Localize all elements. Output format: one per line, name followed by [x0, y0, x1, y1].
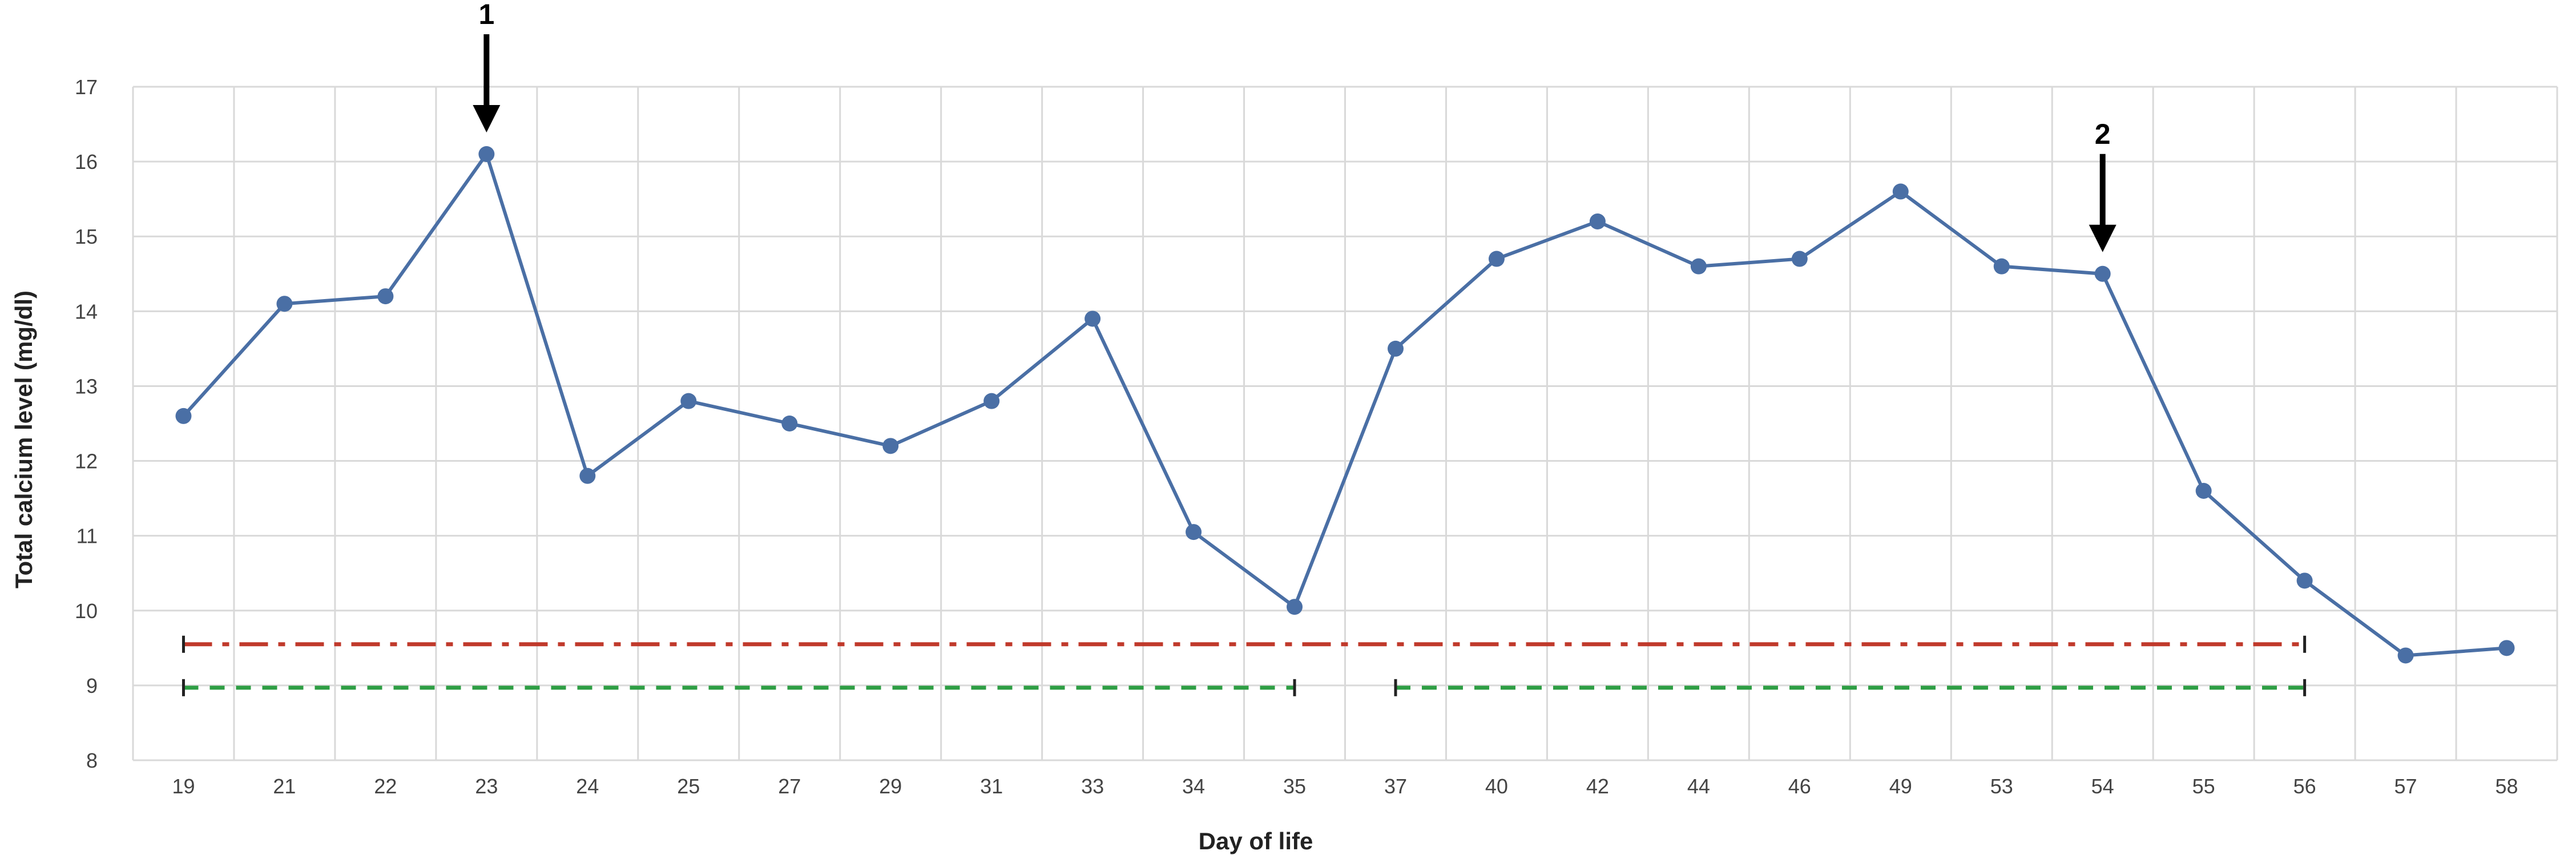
- data-point-25: [680, 393, 697, 409]
- data-point-27: [781, 416, 798, 431]
- x-tick-label-12: 37: [1384, 775, 1407, 798]
- annotations: 12: [473, 0, 2117, 252]
- x-tick-label-13: 40: [1485, 775, 1508, 798]
- data-point-44: [1690, 258, 1707, 275]
- x-tick-label-14: 42: [1586, 775, 1609, 798]
- x-tick-label-2: 22: [374, 775, 397, 798]
- annotation-label-1: 1: [478, 0, 494, 30]
- data-point-33: [1085, 310, 1101, 327]
- x-tick-label-11: 35: [1283, 775, 1306, 798]
- data-point-23: [478, 146, 495, 162]
- y-axis-title: Total calcium level (mg/dl): [10, 291, 37, 588]
- x-tick-label-4: 24: [576, 775, 599, 798]
- y-tick-label-1: 9: [86, 674, 98, 697]
- annotation-arrow-head-1: [473, 105, 501, 132]
- reference-bars: [182, 635, 2307, 696]
- annotation-arrow-head-2: [2089, 224, 2117, 252]
- y-tick-label-4: 12: [75, 450, 98, 473]
- data-point-34: [1186, 524, 1202, 541]
- x-tick-label-6: 27: [778, 775, 801, 798]
- y-tick-label-6: 14: [75, 300, 98, 323]
- x-tick-label-18: 53: [1990, 775, 2013, 798]
- x-tick-label-9: 33: [1081, 775, 1104, 798]
- x-tick-label-1: 21: [273, 775, 296, 798]
- x-tick-label-5: 25: [677, 775, 700, 798]
- data-point-29: [882, 438, 899, 454]
- data-point-46: [1791, 251, 1808, 267]
- x-tick-label-10: 34: [1182, 775, 1205, 798]
- x-tick-labels: 19 21 22 23 24 25 27 29 31 33 34 35 37 40 42 44 46 49 53 54…: [172, 775, 2518, 798]
- data-point-55: [2195, 483, 2212, 499]
- x-tick-label-3: 23: [475, 775, 498, 798]
- y-tick-label-9: 17: [75, 75, 98, 99]
- x-tick-label-19: 54: [2091, 775, 2114, 798]
- annotation-label-2: 2: [2095, 118, 2111, 150]
- x-tick-label-20: 55: [2192, 775, 2215, 798]
- x-tick-label-17: 49: [1889, 775, 1912, 798]
- x-tick-label-22: 57: [2394, 775, 2417, 798]
- data-point-35: [1287, 599, 1303, 615]
- x-tick-label-7: 29: [879, 775, 902, 798]
- data-point-24: [579, 467, 596, 484]
- y-tick-labels: 8 9 10 11 12 13 14 15 16 17: [75, 75, 98, 772]
- y-tick-label-5: 13: [75, 374, 98, 398]
- series-group: [175, 146, 2515, 664]
- data-point-40: [1488, 251, 1505, 267]
- y-tick-label-7: 15: [75, 225, 98, 248]
- data-point-19: [175, 408, 192, 424]
- x-tick-label-0: 19: [172, 775, 195, 798]
- data-point-57: [2397, 647, 2414, 664]
- y-tick-label-0: 8: [86, 749, 98, 772]
- data-point-31: [983, 393, 1000, 409]
- data-point-37: [1387, 340, 1404, 357]
- x-tick-label-23: 58: [2495, 775, 2518, 798]
- data-point-21: [276, 296, 293, 312]
- data-point-53: [1993, 258, 2010, 275]
- data-point-42: [1589, 213, 1606, 229]
- data-point-58: [2498, 640, 2515, 656]
- y-tick-label-8: 16: [75, 150, 98, 174]
- y-tick-label-3: 11: [76, 525, 98, 548]
- x-axis-title: Day of life: [1199, 828, 1313, 854]
- data-point-56: [2296, 572, 2313, 589]
- x-tick-label-16: 46: [1788, 775, 1811, 798]
- x-tick-label-8: 31: [980, 775, 1003, 798]
- x-tick-label-21: 56: [2293, 775, 2316, 798]
- data-point-22: [377, 288, 394, 305]
- x-tick-label-15: 44: [1687, 775, 1710, 798]
- y-tick-label-2: 10: [75, 599, 98, 623]
- data-point-54: [2094, 265, 2111, 282]
- grid: [132, 86, 2558, 761]
- data-point-49: [1892, 183, 1909, 200]
- series-line-0: [182, 152, 2507, 658]
